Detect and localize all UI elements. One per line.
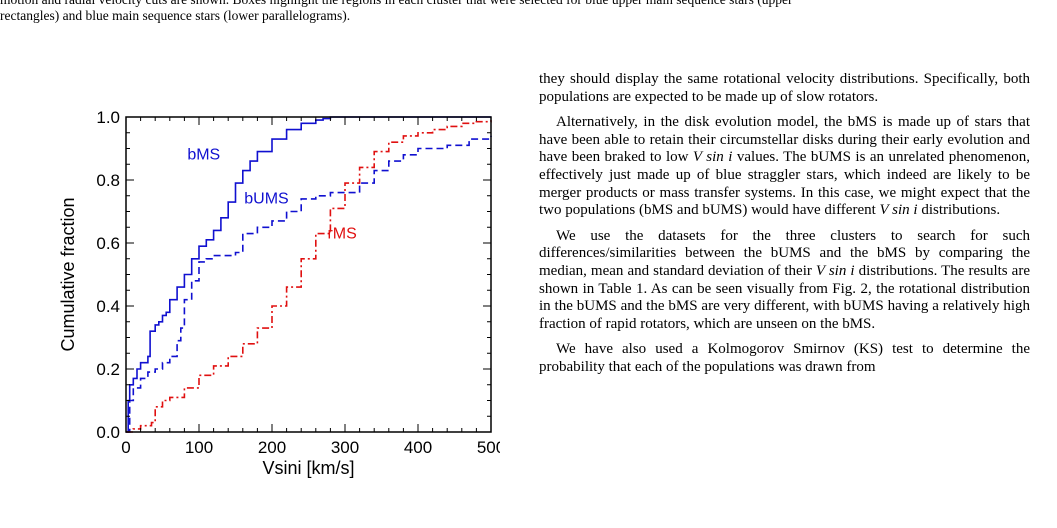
vsini-symbol: V sin i xyxy=(815,262,855,279)
x-tick-label: 400 xyxy=(404,438,432,457)
x-tick-label: 500 xyxy=(477,438,500,457)
vsini-symbol: V sin i xyxy=(879,202,918,219)
paragraph-1: they should display the same rotational … xyxy=(539,71,1030,105)
x-tick-label: 300 xyxy=(331,438,359,457)
p2-text-b: values. The bUMS is an unrelated phenome… xyxy=(539,149,1030,219)
body-text-column: they should display the same rotational … xyxy=(539,71,1030,377)
y-tick-label: 0.6 xyxy=(96,234,120,253)
annotation-rms: rMS xyxy=(327,225,356,242)
x-tick-label: 100 xyxy=(185,438,213,457)
annotation-bums: bUMS xyxy=(244,191,288,208)
labels-layer: 0 100 200 300 400 500 0.0 0.2 0.4 0.6 0.8 1.0 Vsini … xyxy=(58,108,500,478)
p2-text-a: Alternatively, in the disk evolution mod… xyxy=(539,114,1030,166)
y-tick-label: 0.8 xyxy=(96,171,120,190)
x-axis-label: Vsini [km/s] xyxy=(262,458,354,478)
p3-text-a: We use the datasets for the three cluste… xyxy=(539,227,1030,279)
y-tick-label: 0.4 xyxy=(96,297,120,316)
figure-caption: motion and radial velocity cuts are show… xyxy=(0,0,1057,24)
caption-line-1: motion and radial velocity cuts are show… xyxy=(0,0,1057,8)
x-tick-label: 200 xyxy=(258,438,286,457)
y-tick-label: 0.0 xyxy=(96,423,120,442)
ticks-layer xyxy=(125,116,492,433)
p3-text-b: distributions. The results are shown in … xyxy=(539,262,1030,332)
annotation-bms: bMS xyxy=(187,147,220,164)
p2-text-c: distributions. xyxy=(917,202,1001,219)
plot-frame xyxy=(125,116,492,433)
cumulative-fraction-chart: 0 100 200 300 400 500 0.0 0.2 0.4 0.6 0.8 1.0 Vsini … xyxy=(58,108,500,478)
x-tick-label: 0 xyxy=(121,438,130,457)
y-tick-label: 0.2 xyxy=(96,360,120,379)
paragraph-3: We use the datasets for the three cluste… xyxy=(539,228,1030,334)
caption-line-2: rectangles) and blue main sequence stars… xyxy=(0,8,351,23)
y-axis-label: Cumulative fraction xyxy=(58,197,78,351)
paragraph-4: We have also used a Kolmogorov Smirnov (… xyxy=(539,341,1030,375)
series-layer xyxy=(126,116,492,433)
series-line-bums xyxy=(126,135,492,433)
paragraph-2: Alternatively, in the disk evolution mod… xyxy=(539,114,1030,220)
y-tick-label: 1.0 xyxy=(96,108,120,127)
series-line-bms xyxy=(126,116,491,433)
series-line-rms xyxy=(126,120,492,433)
vsini-symbol: V sin i xyxy=(692,149,733,166)
